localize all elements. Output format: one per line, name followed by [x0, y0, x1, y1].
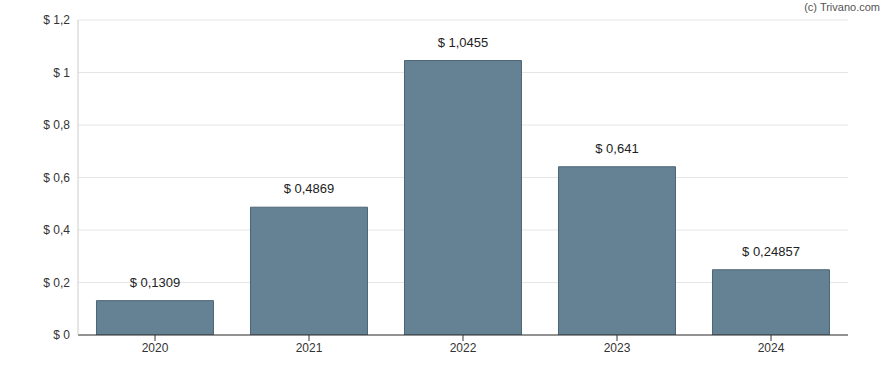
svg-text:$ 0,2: $ 0,2 [43, 276, 70, 290]
svg-text:$ 0,8: $ 0,8 [43, 118, 70, 132]
svg-text:$ 0,641: $ 0,641 [595, 141, 638, 156]
svg-text:$ 1,0455: $ 1,0455 [438, 35, 489, 50]
html-text:(c) Trivano.com: (c) Trivano.com [804, 1, 880, 13]
svg-text:$ 1: $ 1 [53, 66, 70, 80]
svg-text:$ 0,4: $ 0,4 [43, 223, 70, 237]
svg-text:2022: 2022 [450, 341, 477, 355]
svg-text:$ 0,6: $ 0,6 [43, 171, 70, 185]
svg-text:$ 0,1309: $ 0,1309 [130, 275, 181, 290]
svg-text:$ 0,24857: $ 0,24857 [742, 244, 800, 259]
svg-text:2024: 2024 [758, 341, 785, 355]
svg-text:2023: 2023 [604, 341, 631, 355]
svg-text:$ 0: $ 0 [53, 328, 70, 342]
svg-text:2020: 2020 [142, 341, 169, 355]
svg-text:2021: 2021 [296, 341, 323, 355]
svg-text:$ 0,4869: $ 0,4869 [284, 181, 335, 196]
svg-text:$ 1,2: $ 1,2 [43, 13, 70, 27]
